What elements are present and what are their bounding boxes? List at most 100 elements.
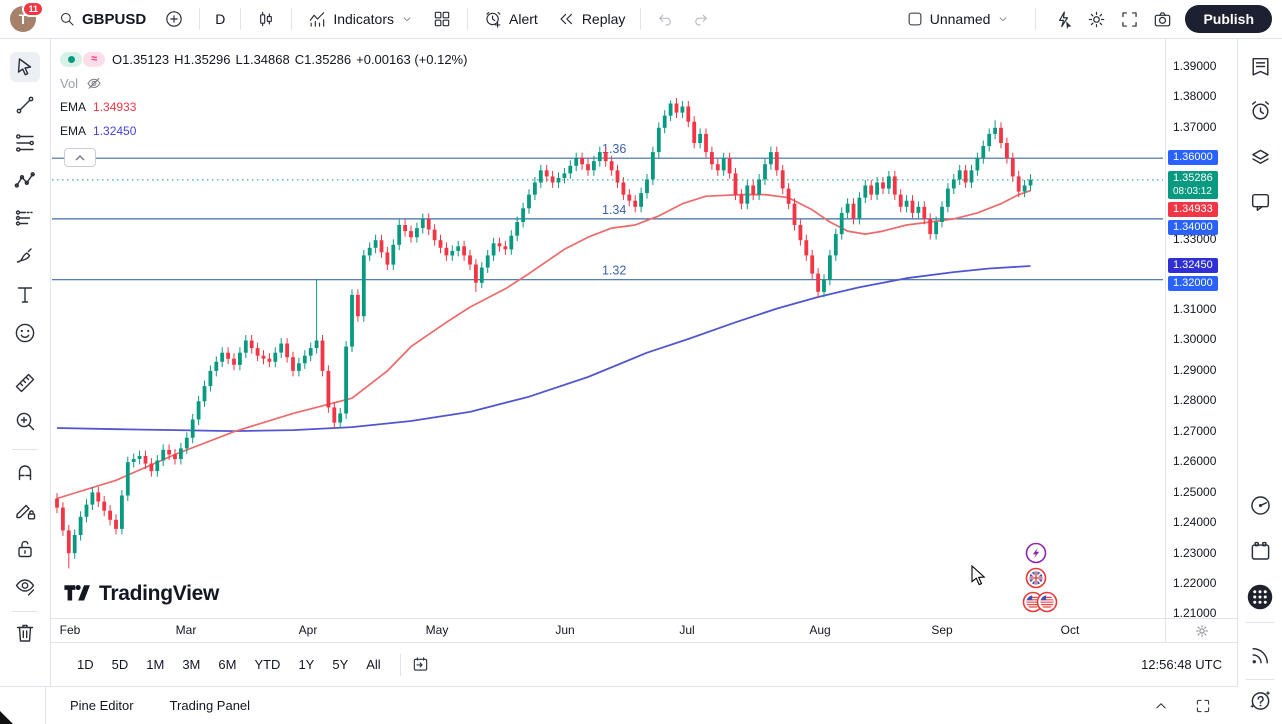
chevron-down-icon [400, 12, 414, 26]
publish-button[interactable]: Publish [1185, 5, 1272, 33]
zoom-in-icon [13, 409, 37, 433]
us-event-icon[interactable] [1022, 591, 1044, 613]
replay-button[interactable]: Replay [548, 5, 634, 33]
settings-gear-icon[interactable] [1086, 9, 1107, 30]
us-event-icon[interactable] [1036, 591, 1058, 613]
redo-button[interactable] [684, 6, 718, 32]
snapshot-camera-icon[interactable] [1152, 9, 1173, 30]
range-button-All[interactable]: All [366, 657, 381, 672]
collapse-line-button[interactable] [64, 148, 96, 167]
ema-slow-line[interactable] [56, 265, 1031, 432]
candlestick-chart[interactable]: 1.36 1.34 1.32 [50, 39, 1165, 618]
go-to-date-icon[interactable] [411, 655, 430, 674]
undo-button[interactable] [648, 6, 682, 32]
range-toolbar: 1D 5D 1M 3M 6M YTD 1Y 5Y All 12:56:48 UTC [50, 642, 1238, 686]
sidebar-feed-button[interactable] [1246, 641, 1274, 669]
range-button-1M[interactable]: 1M [146, 657, 165, 672]
axis-gear-icon[interactable] [1194, 623, 1210, 639]
candles[interactable] [55, 98, 1033, 569]
tool-forecast[interactable] [10, 204, 40, 234]
range-button-5D[interactable]: 5D [111, 657, 129, 672]
tool-cursor[interactable] [10, 52, 40, 82]
sidebar-chat-button[interactable] [1246, 188, 1274, 216]
gb-event-icon[interactable] [1025, 567, 1047, 589]
price-tick: 1.22000 [1173, 576, 1217, 590]
tab-trading-panel[interactable]: Trading Panel [169, 698, 251, 713]
series-toggle-main[interactable] [60, 51, 82, 67]
sidebar-layers-button[interactable] [1246, 143, 1274, 171]
expand-panel-icon[interactable] [1152, 697, 1170, 715]
layout-name-button[interactable]: Unnamed [898, 6, 1019, 32]
time-axis[interactable]: Feb Mar Apr May Jun Jul Aug Sep Oct [50, 618, 1165, 642]
avatar[interactable]: T 11 [10, 1, 44, 32]
price-tick: 1.29000 [1173, 363, 1217, 377]
tab-pine-editor[interactable]: Pine Editor [70, 698, 134, 713]
indicators-button[interactable]: Indicators [299, 5, 422, 33]
range-button-1D[interactable]: 1D [77, 657, 94, 672]
range-button-5Y[interactable]: 5Y [332, 657, 349, 672]
watermark-text: TradingView [99, 582, 220, 605]
toolbar-left-group: T 11 GBPUSD D Indicators Alert [0, 1, 718, 33]
checkbox-icon[interactable] [906, 10, 924, 28]
tool-measure[interactable] [10, 368, 40, 398]
alert-button[interactable]: Alert [475, 5, 546, 33]
sidebar-calendar-button[interactable] [1246, 537, 1274, 565]
economic-event-icon[interactable] [1025, 542, 1047, 564]
watchlist-icon [1248, 54, 1273, 79]
sidebar-watchlist-button[interactable] [1246, 52, 1274, 80]
ema-fast-line[interactable] [56, 189, 1031, 500]
sidebar-apps-button[interactable] [1246, 583, 1274, 611]
range-button-1Y[interactable]: 1Y [298, 657, 315, 672]
legend-ema-slow-row[interactable]: EMA 1.32450 [60, 119, 472, 143]
tool-pattern[interactable] [10, 166, 40, 196]
tool-draw-lock[interactable] [10, 495, 40, 525]
range-button-YTD[interactable]: YTD [254, 657, 281, 672]
tool-emoji[interactable] [10, 318, 40, 348]
price-tick: 1.28000 [1173, 393, 1217, 407]
price-label-1.36000: 1.36000 [1168, 149, 1218, 165]
series-toggle-approx[interactable]: ≈ [83, 51, 105, 67]
fullscreen-icon[interactable] [1119, 9, 1140, 30]
sidebar-screener-button[interactable] [1246, 491, 1274, 519]
sidebar-help-button[interactable] [1246, 686, 1274, 714]
clock-utc[interactable]: 12:56:48 UTC [1141, 657, 1222, 672]
range-button-3M[interactable]: 3M [182, 657, 201, 672]
bar-countdown: 08:03:12 [1173, 186, 1212, 197]
legend-ohlc-row: ≈ O1.35123 H1.35296 L1.34868 C1.35286 +0.001… [60, 47, 472, 71]
layout-templates-button[interactable] [424, 5, 460, 33]
quick-actions-icon[interactable] [1053, 9, 1074, 30]
price-tick: 1.25000 [1173, 485, 1217, 499]
sidebar-alarm-button[interactable] [1246, 96, 1274, 124]
tool-trash[interactable] [10, 618, 40, 648]
tool-zoom-in[interactable] [10, 406, 40, 436]
tool-lock[interactable] [10, 534, 40, 564]
symbol-search-button[interactable]: GBPUSD [50, 6, 154, 32]
toolbar-right-group: Unnamed Publish [898, 5, 1282, 33]
tool-hide-draw[interactable] [10, 571, 40, 601]
sidebar-divider [1246, 679, 1274, 680]
legend-ema-fast-row[interactable]: EMA 1.34933 [60, 95, 472, 119]
range-button-6M[interactable]: 6M [218, 657, 237, 672]
chart-style-button[interactable] [248, 5, 284, 33]
tool-magnet[interactable] [10, 457, 40, 487]
restore-panel-icon[interactable] [1194, 697, 1212, 715]
axis-settings-corner[interactable] [1165, 618, 1238, 642]
eye-off-icon[interactable] [85, 74, 103, 92]
compare-add-button[interactable] [156, 5, 192, 33]
line-label-1.32: 1.32 [602, 264, 626, 278]
price-axis[interactable]: 1.39000 1.38000 1.37000 1.33000 1.31000 1.300… [1165, 39, 1238, 620]
timeframe-button[interactable]: D [215, 11, 226, 27]
legend-volume-row: Vol [60, 71, 472, 95]
ema-fast-label: EMA [60, 100, 87, 114]
tool-fib[interactable] [10, 128, 40, 158]
chart-plot-area[interactable]: 1.36 1.34 1.32 ≈ O1.35123 H1.35296 L1.34868 C… [50, 39, 1165, 618]
toolbar-divider [1035, 8, 1037, 30]
toolbar-divider [240, 8, 242, 30]
tool-text[interactable] [10, 280, 40, 310]
tool-trend[interactable] [10, 90, 40, 120]
price-tick: 1.24000 [1173, 515, 1217, 529]
tool-brush[interactable] [10, 242, 40, 272]
alarm-icon [1248, 98, 1273, 123]
price-label-1.34933: 1.34933 [1168, 201, 1218, 217]
change-value: +0.00163 (+0.12%) [356, 51, 468, 67]
